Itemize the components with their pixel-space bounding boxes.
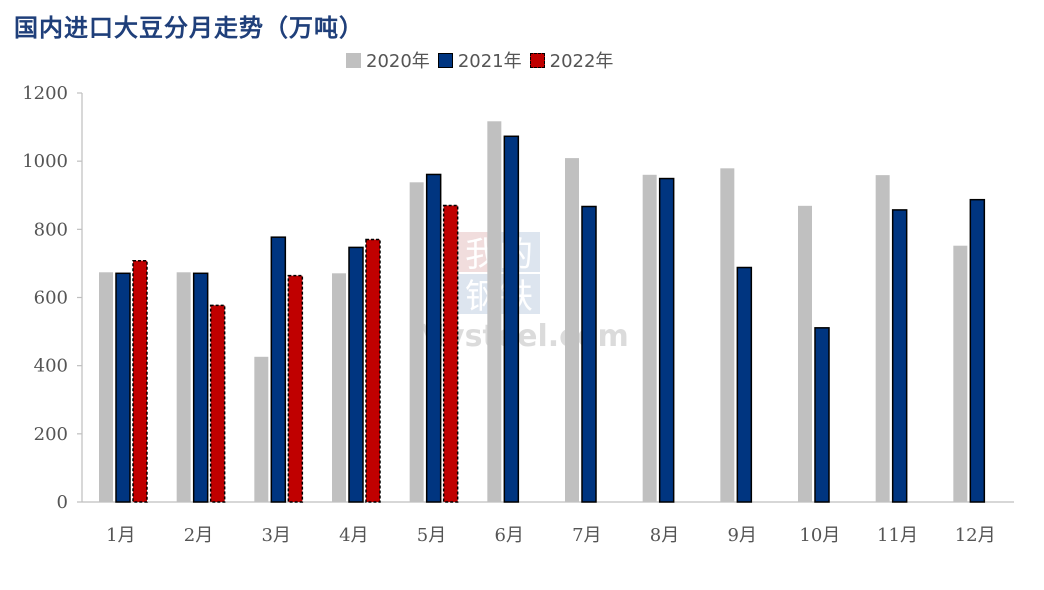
x-tick-label: 2月 (184, 525, 213, 546)
x-tick-label: 9月 (727, 525, 756, 546)
bar-2022-3[interactable] (287, 274, 304, 503)
bar-2021-9[interactable] (736, 266, 753, 503)
bar-2021-4[interactable] (348, 246, 364, 503)
bar-2020-5[interactable] (409, 182, 424, 502)
bar-2020-4[interactable] (332, 273, 346, 502)
bar-2021-6[interactable] (503, 135, 520, 503)
bar-2021-5[interactable] (425, 173, 442, 503)
bar-2021-1[interactable] (115, 272, 131, 503)
bar-2020-7[interactable] (565, 158, 579, 502)
y-tick-label: 800 (34, 219, 68, 240)
bar-2021-8[interactable] (658, 177, 675, 503)
bars (99, 121, 986, 503)
bar-2021-7[interactable] (581, 205, 597, 503)
bar-2020-8[interactable] (642, 174, 657, 503)
bar-2020-9[interactable] (720, 168, 735, 503)
legend-label-2020: 2020年 (366, 51, 430, 72)
tick-labels: 0 200 400 600 800 1000 1200 1月 2月 3月 4月 5月 6月 7月 8月 9月 1… (22, 83, 995, 546)
y-tick-label: 400 (34, 356, 68, 377)
bar-2020-3[interactable] (254, 356, 269, 502)
legend-label-2021: 2021年 (457, 51, 522, 72)
bar-2021-11[interactable] (891, 209, 908, 503)
legend-item-2020[interactable]: 2020年 (346, 47, 430, 73)
bar-2020-10[interactable] (798, 205, 812, 502)
legend-swatch-2020 (346, 52, 361, 68)
axes (77, 92, 1014, 503)
bar-2022-5[interactable] (442, 204, 459, 503)
legend-item-2022[interactable]: 2022年 (529, 47, 614, 73)
bar-2021-2[interactable] (192, 272, 209, 503)
bar-2021-12[interactable] (969, 198, 986, 503)
x-tick-label: 12月 (955, 525, 996, 546)
bar-2020-12[interactable] (953, 245, 968, 502)
legend-swatch-2021 (437, 52, 453, 68)
legend-label-2022: 2022年 (549, 51, 614, 72)
legend-swatch-2022 (529, 52, 545, 68)
x-tick-label: 10月 (799, 525, 840, 546)
legend-item-2021[interactable]: 2021年 (437, 47, 522, 73)
bar-2022-1[interactable] (132, 259, 148, 503)
x-tick-label: 11月 (877, 525, 918, 546)
bar-2021-10[interactable] (814, 327, 830, 503)
x-tick-label: 4月 (339, 525, 368, 546)
y-tick-label: 200 (34, 424, 68, 445)
x-tick-label: 8月 (650, 525, 679, 546)
bar-2020-6[interactable] (487, 121, 502, 502)
x-tick-label: 1月 (106, 525, 135, 546)
x-tick-label: 6月 (494, 525, 523, 546)
x-tick-label: 5月 (417, 525, 446, 546)
bar-2022-4[interactable] (365, 238, 381, 503)
bar-2020-1[interactable] (99, 272, 113, 502)
x-tick-label: 3月 (261, 525, 290, 546)
x-tick-label: 7月 (572, 525, 601, 546)
y-tick-label: 1200 (22, 83, 68, 104)
y-tick-label: 1000 (22, 151, 68, 172)
y-tick-label: 0 (57, 492, 68, 513)
bar-2021-3[interactable] (270, 236, 287, 503)
chart-title: 国内进口大豆分月走势（万吨） (14, 13, 364, 42)
legend: 2020年 2021年 2022年 (346, 48, 621, 72)
bar-2020-11[interactable] (875, 175, 890, 502)
bar-2022-2[interactable] (209, 304, 226, 503)
bar-2020-2[interactable] (176, 272, 191, 502)
y-tick-label: 600 (34, 288, 68, 309)
